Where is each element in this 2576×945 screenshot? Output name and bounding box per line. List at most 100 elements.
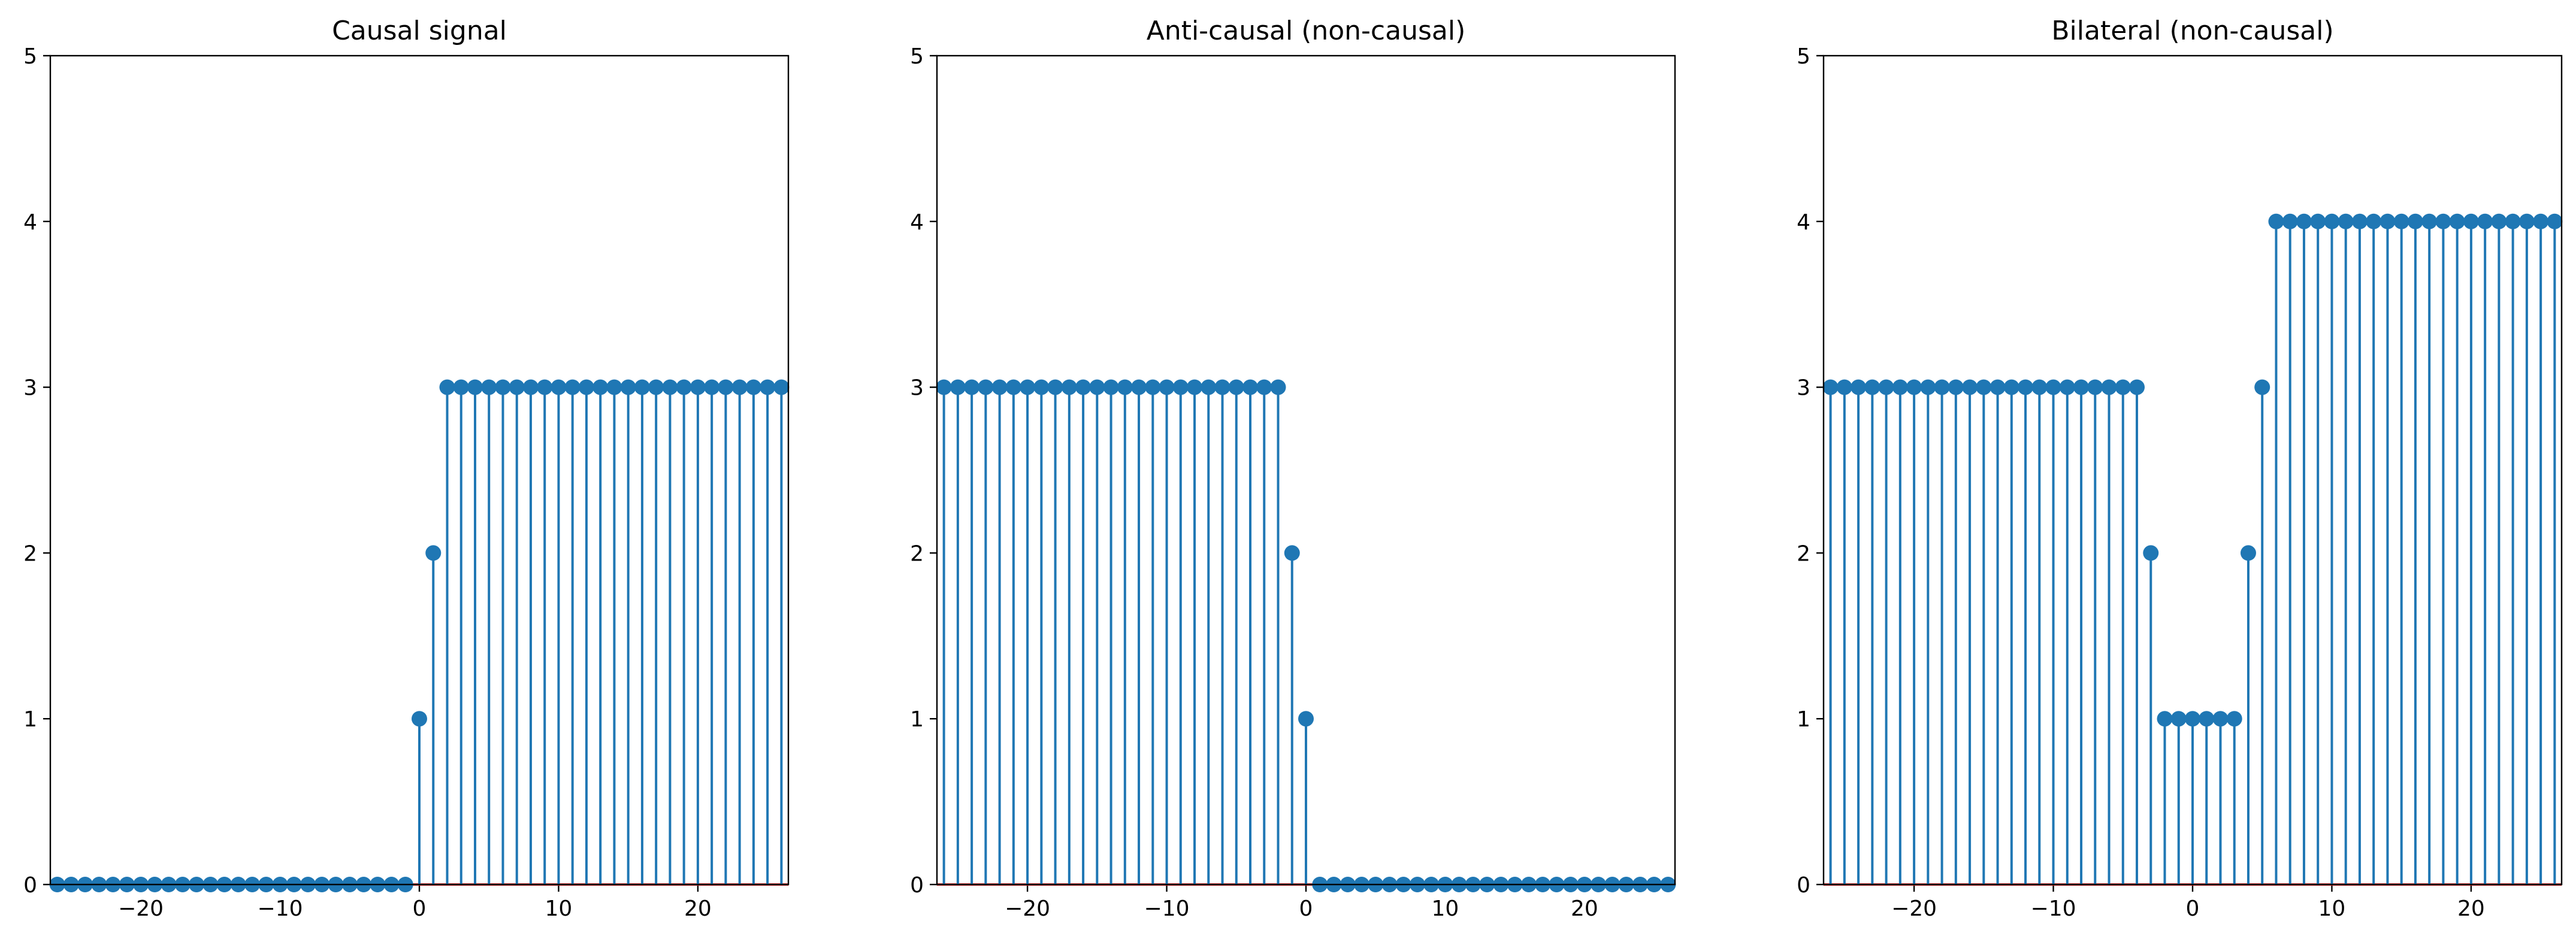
- stem-marker: [2101, 379, 2117, 395]
- y-tick-label: 3: [1797, 376, 1810, 401]
- stem-marker: [425, 545, 442, 561]
- axis-ticks: −20 −10 0 10 20 0 1 2 3 4 5: [910, 44, 1598, 921]
- stem-marker: [760, 379, 776, 395]
- stem-marker: [2518, 213, 2535, 229]
- x-tick-label: −20: [1891, 896, 1937, 921]
- x-tick-label: 20: [684, 896, 712, 921]
- stem-marker: [2268, 213, 2284, 229]
- stem-marker: [2366, 213, 2382, 229]
- stem-marker: [2115, 379, 2131, 395]
- stem-marker: [676, 379, 692, 395]
- stem-marker: [2407, 213, 2423, 229]
- stem-marker: [1822, 379, 1839, 395]
- panel-title: Causal signal: [332, 16, 507, 46]
- stem-marker: [2003, 379, 2019, 395]
- stem-marker: [1005, 379, 1021, 395]
- stem-series: [1822, 213, 2563, 886]
- stem-marker: [2185, 711, 2200, 727]
- y-tick-label: 5: [910, 44, 924, 69]
- y-tick-label: 5: [23, 44, 37, 69]
- stem-marker: [412, 711, 427, 727]
- stem-marker: [745, 379, 761, 395]
- stem-marker: [564, 379, 580, 395]
- stem-marker: [2491, 213, 2507, 229]
- stem-marker: [2505, 213, 2521, 229]
- panel-causal: Causal signal −20 −10 0 10 20 0 1 2 3 4 5: [23, 16, 790, 921]
- stem-marker: [439, 379, 455, 395]
- stem-marker: [991, 379, 1008, 395]
- stem-marker: [2226, 711, 2242, 727]
- stem-marker: [2212, 711, 2229, 727]
- x-tick-label: −10: [1144, 896, 1190, 921]
- stem-marker: [1033, 379, 1050, 395]
- stem-marker: [2143, 545, 2159, 561]
- stem-series: [936, 379, 1676, 892]
- stem-marker: [2018, 379, 2034, 395]
- axes-frame: [1822, 54, 2563, 886]
- y-tick-label: 5: [1797, 44, 1810, 69]
- y-tick-label: 3: [23, 376, 37, 401]
- stem-marker: [2240, 545, 2256, 561]
- stem-marker: [2463, 213, 2479, 229]
- stem-marker: [964, 379, 980, 395]
- axis-ticks: −20 −10 0 10 20 0 1 2 3 4 5: [23, 44, 712, 921]
- stem-marker: [1089, 379, 1105, 395]
- stem-marker: [978, 379, 994, 395]
- y-tick-label: 4: [910, 210, 924, 235]
- x-tick-label: −20: [118, 896, 164, 921]
- y-tick-label: 3: [910, 376, 924, 401]
- stem-marker: [2199, 711, 2215, 727]
- panel-title: Bilateral (non-causal): [2051, 16, 2333, 46]
- stem-marker: [537, 379, 553, 395]
- stem-marker: [592, 379, 609, 395]
- stem-marker: [606, 379, 622, 395]
- stem-marker: [2351, 213, 2368, 229]
- stem-marker: [1228, 379, 1244, 395]
- y-tick-label: 1: [910, 707, 924, 732]
- stem-marker: [1117, 379, 1133, 395]
- stem-marker: [1103, 379, 1119, 395]
- stem-marker: [1131, 379, 1147, 395]
- stem-marker: [2087, 379, 2103, 395]
- stem-marker: [1145, 379, 1161, 395]
- stem-marker: [634, 379, 650, 395]
- stem-marker: [2282, 213, 2298, 229]
- stem-marker: [2073, 379, 2090, 395]
- axis-ticks: −20 −10 0 10 20 0 1 2 3 4 5: [1797, 44, 2485, 921]
- y-tick-label: 0: [1797, 873, 1810, 898]
- stem-marker: [2045, 379, 2061, 395]
- stem-marker: [2421, 213, 2438, 229]
- stem-marker: [453, 379, 469, 395]
- panel-anti-causal: Anti-causal (non-causal) −20 −10 0 10 20 0 1 2 3…: [910, 16, 1676, 921]
- stem-marker: [2338, 213, 2354, 229]
- stem-marker: [1906, 379, 1922, 395]
- stem-marker: [1920, 379, 1936, 395]
- stem-marker: [731, 379, 748, 395]
- x-tick-label: 20: [2457, 896, 2485, 921]
- stem-marker: [467, 379, 483, 395]
- x-tick-label: −10: [258, 896, 303, 921]
- stem-marker: [1878, 379, 1894, 395]
- x-tick-label: −20: [1005, 896, 1050, 921]
- x-tick-label: 10: [1432, 896, 1459, 921]
- stem-marker: [2254, 379, 2270, 395]
- stem-marker: [662, 379, 678, 395]
- stem-marker: [522, 379, 539, 395]
- y-tick-label: 1: [1797, 707, 1810, 732]
- stem-marker: [1962, 379, 1978, 395]
- stem-marker: [1047, 379, 1063, 395]
- y-tick-label: 2: [1797, 541, 1810, 566]
- x-tick-label: 10: [2318, 896, 2346, 921]
- stem-marker: [551, 379, 567, 395]
- stem-marker: [1242, 379, 1259, 395]
- stem-series: [49, 379, 790, 892]
- stem-marker: [1201, 379, 1217, 395]
- x-tick-label: 20: [1571, 896, 1598, 921]
- y-tick-label: 4: [1797, 210, 1810, 235]
- stem-marker: [1172, 379, 1189, 395]
- stem-marker: [2310, 213, 2326, 229]
- stem-marker: [1976, 379, 1992, 395]
- stem-marker: [1187, 379, 1203, 395]
- stem-marker: [620, 379, 636, 395]
